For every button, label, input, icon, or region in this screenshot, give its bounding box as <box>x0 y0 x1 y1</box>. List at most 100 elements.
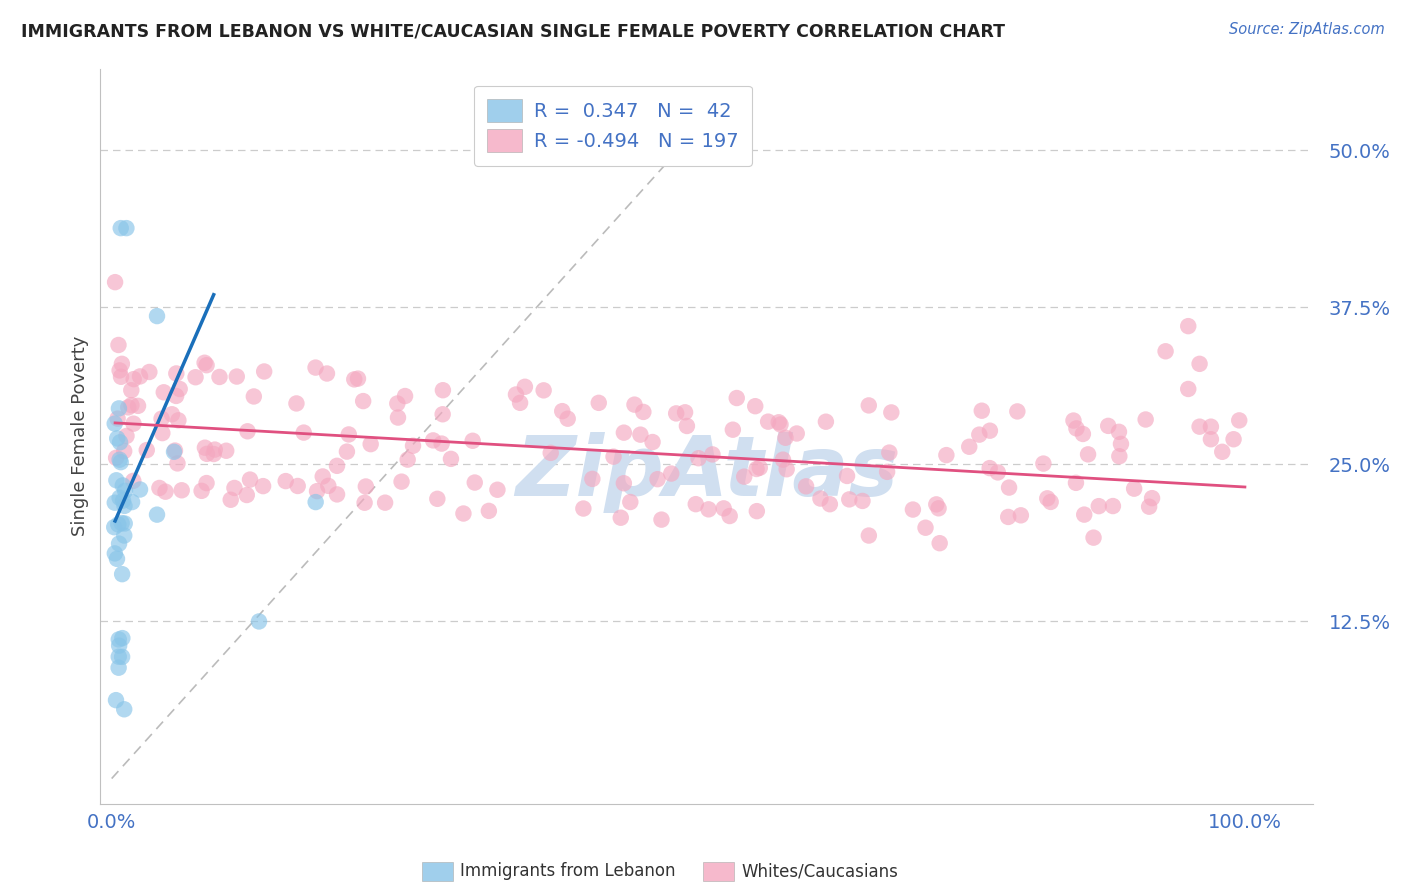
Point <box>901 502 924 516</box>
Point <box>776 462 799 476</box>
Point <box>148 481 170 495</box>
Point <box>115 429 138 443</box>
Point <box>1108 450 1130 464</box>
Point <box>104 275 127 289</box>
Point <box>688 451 710 466</box>
Point <box>1073 508 1095 522</box>
Text: IMMIGRANTS FROM LEBANON VS WHITE/CAUCASIAN SINGLE FEMALE POVERTY CORRELATION CHA: IMMIGRANTS FROM LEBANON VS WHITE/CAUCASI… <box>21 22 1005 40</box>
Point <box>236 425 259 439</box>
Point <box>769 417 792 432</box>
Point <box>163 445 186 459</box>
Point <box>1077 447 1099 461</box>
Point <box>1199 419 1222 434</box>
Point <box>129 369 152 384</box>
Point <box>775 431 797 445</box>
Point <box>1135 412 1157 426</box>
Point <box>122 417 145 431</box>
Point <box>165 389 187 403</box>
Point <box>239 473 262 487</box>
Point <box>858 528 880 542</box>
Point <box>998 481 1021 495</box>
Point <box>107 411 129 425</box>
Point <box>650 513 672 527</box>
Point <box>107 338 129 352</box>
Y-axis label: Single Female Poverty: Single Female Poverty <box>72 336 89 536</box>
Point <box>756 415 779 429</box>
Point <box>1064 475 1087 490</box>
Point <box>107 661 129 675</box>
Point <box>104 496 127 510</box>
Point <box>114 516 136 531</box>
Point <box>426 491 449 506</box>
Point <box>111 567 134 582</box>
Text: Immigrants from Lebanon: Immigrants from Lebanon <box>460 863 675 880</box>
Point <box>1123 482 1146 496</box>
Point <box>108 435 131 450</box>
Point <box>396 452 419 467</box>
Point <box>160 407 183 421</box>
Point <box>786 426 808 441</box>
Point <box>208 370 231 384</box>
Point <box>110 369 132 384</box>
Point <box>440 451 463 466</box>
Point <box>1102 499 1125 513</box>
Point <box>312 469 335 483</box>
Point <box>633 405 655 419</box>
Point <box>117 401 139 415</box>
Point <box>122 474 145 488</box>
Point <box>422 434 444 448</box>
Point <box>513 380 536 394</box>
Point <box>1188 357 1211 371</box>
Point <box>121 495 143 509</box>
Point <box>1097 418 1119 433</box>
Point <box>486 483 509 497</box>
Point <box>1062 413 1084 427</box>
Point <box>152 385 174 400</box>
Point <box>111 631 134 645</box>
Point <box>551 404 574 418</box>
Point <box>1227 413 1250 427</box>
Point <box>725 391 748 405</box>
Point <box>619 495 641 509</box>
Point <box>247 615 270 629</box>
Point <box>105 473 128 487</box>
Point <box>540 446 562 460</box>
Point <box>1137 500 1160 514</box>
Point <box>387 396 409 410</box>
Point <box>108 639 131 653</box>
Point <box>718 508 741 523</box>
Point <box>402 439 425 453</box>
Point <box>935 448 957 462</box>
Point <box>879 445 901 459</box>
Point <box>111 649 134 664</box>
Point <box>326 487 349 501</box>
Point <box>120 383 142 397</box>
Point <box>304 360 326 375</box>
Point <box>557 411 579 425</box>
Point <box>391 475 413 489</box>
Point <box>814 415 837 429</box>
Point <box>108 452 131 467</box>
Point <box>810 491 832 506</box>
Point <box>745 504 768 518</box>
Point <box>285 396 308 410</box>
Point <box>110 455 132 469</box>
Point <box>287 479 309 493</box>
Point <box>957 440 980 454</box>
Point <box>1109 437 1132 451</box>
Point <box>167 413 190 427</box>
Point <box>166 457 188 471</box>
Point <box>394 389 416 403</box>
Point <box>987 466 1010 480</box>
Point <box>224 481 246 495</box>
Point <box>318 479 340 493</box>
Point <box>1066 421 1088 435</box>
Point <box>772 452 794 467</box>
Point <box>253 364 276 378</box>
Point <box>112 702 135 716</box>
Point <box>163 443 186 458</box>
Point <box>155 484 177 499</box>
Point <box>432 383 454 397</box>
Point <box>219 492 242 507</box>
Point <box>925 497 948 511</box>
